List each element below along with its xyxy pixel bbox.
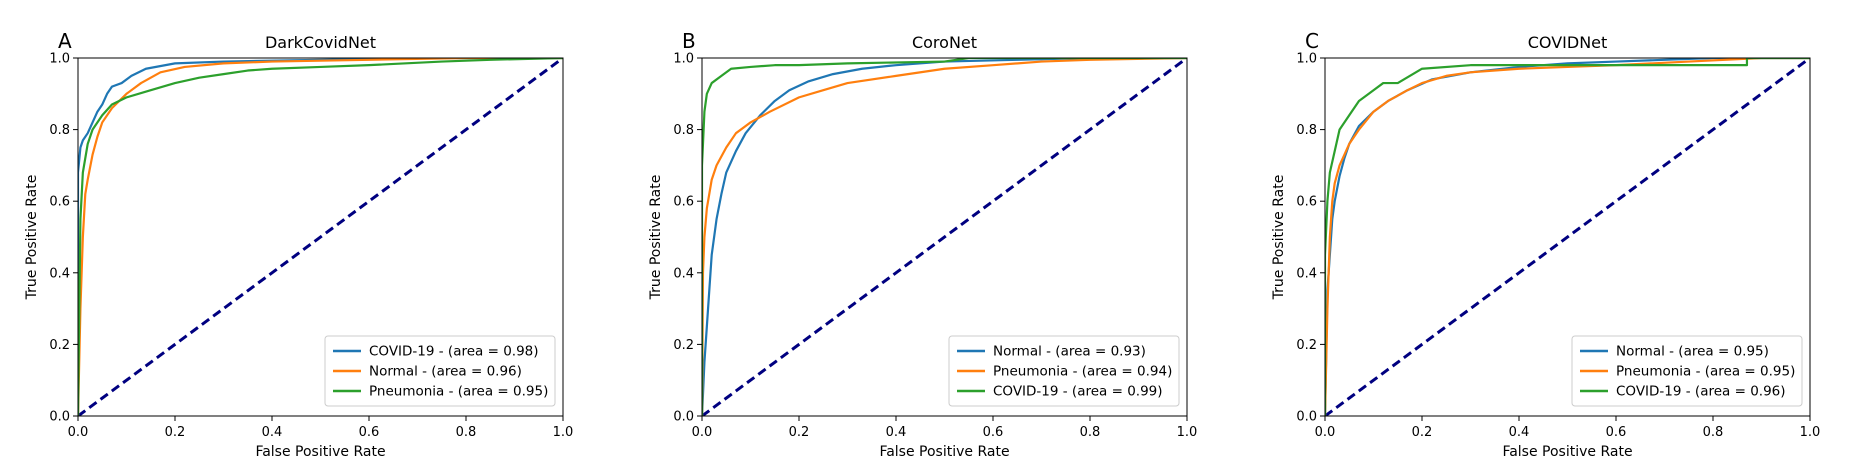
x-tick-label: 0.6 (1606, 425, 1627, 440)
legend-entry: COVID-19 - (area = 0.99) (993, 384, 1163, 400)
x-tick-label: 0.0 (68, 425, 89, 440)
legend-entry: Pneumonia - (area = 0.95) (1616, 364, 1795, 380)
x-tick-label: 0.2 (165, 425, 186, 440)
plot-frame (1324, 57, 1811, 417)
y-tick-label: 0.4 (49, 266, 70, 281)
roc-curve-3 (702, 58, 1187, 416)
x-axis-label: False Positive Rate (879, 444, 1009, 460)
plot-frame (77, 57, 564, 417)
chance-line (78, 58, 563, 416)
x-tick-label: 1.0 (1177, 425, 1198, 440)
roc-panel-b: 0.0 0.2 0.4 0.6 0.8 1.0 0.0 0.2 0.4 0.6 0.8 1.0 Coro… (648, 29, 1197, 460)
panel-letter: A (58, 29, 72, 53)
legend-entry: Normal - (area = 0.95) (1616, 344, 1769, 360)
y-tick-label: 1.0 (673, 52, 694, 67)
panel-letter: C (1305, 29, 1319, 53)
x-tick-label: 0.0 (692, 425, 713, 440)
y-axis-label: True Positive Rate (1271, 175, 1287, 301)
chance-line (702, 58, 1187, 416)
y-tick-label: 0.8 (673, 123, 694, 138)
y-tick-label: 0.8 (49, 123, 70, 138)
y-tick-label: 0.0 (49, 410, 70, 425)
y-tick-label: 0.6 (673, 195, 694, 210)
x-tick-label: 0.8 (456, 425, 477, 440)
y-tick-label: 0.2 (49, 338, 70, 353)
x-axis-label: False Positive Rate (1502, 444, 1632, 460)
y-tick-label: 0.0 (673, 410, 694, 425)
y-tick-label: 0.2 (673, 338, 694, 353)
chart-title: DarkCovidNet (265, 33, 376, 52)
y-axis-label: True Positive Rate (24, 175, 40, 301)
x-tick-label: 0.8 (1080, 425, 1101, 440)
x-tick-label: 0.2 (789, 425, 810, 440)
y-tick-label: 0.0 (1296, 410, 1317, 425)
chart-title: CoroNet (912, 33, 977, 52)
y-tick-label: 0.6 (49, 195, 70, 210)
y-tick-label: 0.8 (1296, 123, 1317, 138)
legend: Normal - (area = 0.95) Pneumonia - (area … (1571, 335, 1803, 407)
legend-entry: COVID-19 - (area = 0.98) (369, 344, 539, 360)
y-tick-label: 0.6 (1296, 195, 1317, 210)
plot-frame (701, 57, 1188, 417)
y-tick-label: 0.4 (673, 266, 694, 281)
legend: COVID-19 - (area = 0.98) Normal - (area =… (324, 335, 556, 407)
roc-curve-2 (702, 58, 1187, 416)
roc-curve-3 (1325, 58, 1810, 416)
legend-box (324, 335, 556, 407)
panel-letter: B (682, 29, 696, 53)
legend: Normal - (area = 0.93) Pneumonia - (area … (948, 335, 1180, 407)
legend-entry: Pneumonia - (area = 0.94) (993, 364, 1172, 380)
x-tick-label: 1.0 (1800, 425, 1821, 440)
x-tick-label: 0.4 (1509, 425, 1530, 440)
legend-entry: COVID-19 - (area = 0.96) (1616, 384, 1786, 400)
x-tick-label: 0.6 (983, 425, 1004, 440)
roc-panel-c: 0.0 0.2 0.4 0.6 0.8 1.0 0.0 0.2 0.4 0.6 0.8 1.0 COVI… (1271, 29, 1820, 460)
roc-curve-3 (78, 58, 563, 416)
y-axis-label: True Positive Rate (648, 175, 664, 301)
x-axis-label: False Positive Rate (255, 444, 385, 460)
chance-line (1325, 58, 1810, 416)
legend-entry: Pneumonia - (area = 0.95) (369, 384, 548, 400)
x-tick-label: 0.2 (1412, 425, 1433, 440)
x-tick-label: 1.0 (553, 425, 574, 440)
legend-box (948, 335, 1180, 407)
legend-entry: Normal - (area = 0.93) (993, 344, 1146, 360)
x-tick-label: 0.0 (1315, 425, 1336, 440)
x-tick-label: 0.6 (359, 425, 380, 440)
x-tick-label: 0.4 (886, 425, 907, 440)
y-tick-label: 0.2 (1296, 338, 1317, 353)
legend-entry: Normal - (area = 0.96) (369, 364, 522, 380)
y-tick-label: 1.0 (49, 52, 70, 67)
y-tick-label: 1.0 (1296, 52, 1317, 67)
x-tick-label: 0.8 (1703, 425, 1724, 440)
y-tick-label: 0.4 (1296, 266, 1317, 281)
x-tick-label: 0.4 (262, 425, 283, 440)
chart-title: COVIDNet (1528, 33, 1608, 52)
legend-box (1571, 335, 1803, 407)
roc-panel-a: 0.0 0.2 0.4 0.6 0.8 1.0 0.0 0.2 0.4 0.6 0.8 1.0 Dark… (24, 29, 573, 460)
roc-curve-1 (78, 58, 563, 416)
